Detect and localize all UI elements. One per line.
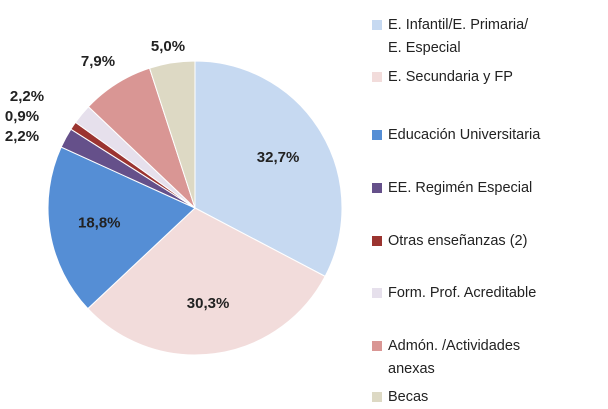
pie-slice [194,60,343,278]
legend-item: EE. Regimén Especial [372,177,532,200]
legend-label: Otras enseñanzas (2) [388,233,528,249]
legend-item: Admón. /Actividades anexas [372,335,520,381]
legend-label: EE. Regimén Especial [388,180,533,196]
data-label: 2,2% [10,88,44,105]
legend-item: Form. Prof. Acreditable [372,282,536,305]
pie-slice [87,207,326,356]
data-label: 32,7% [257,149,300,166]
data-label: 5,0% [151,38,185,55]
data-label: 30,3% [187,295,230,312]
legend-label: Admón. /Actividades anexas [388,338,521,377]
legend-swatch [372,183,382,193]
legend-swatch [372,392,382,402]
pie-slice [148,60,196,209]
legend-label: Educación Universitaria [388,127,541,143]
legend-item: Becas [372,386,428,409]
legend-item: Otras enseñanzas (2) [372,230,527,253]
legend-label: E. Infantil/E. Primaria/ E. Especial [388,17,529,56]
data-label: 7,9% [81,53,115,70]
chart: 32,7% 30,3% 18,8% 2,2% 0,9% 2,2% 7,9% 5,0% [5,38,343,356]
legend-label: E. Secundaria y FP [388,69,513,85]
legend-item: E. Infantil/E. Primaria/ E. Especial [372,14,528,60]
data-label: 18,8% [78,215,121,232]
legend-item: Educación Universitaria [372,124,540,147]
data-label: 0,9% [5,108,39,125]
pie-slice [47,146,196,310]
legend-swatch [372,341,382,351]
legend-label: Becas [388,389,429,405]
legend-swatch [372,72,382,82]
legend-swatch [372,288,382,298]
legend-swatch [372,236,382,246]
legend-item: E. Secundaria y FP [372,66,513,89]
legend-swatch [372,130,382,140]
legend-label: Form. Prof. Acreditable [388,285,537,301]
legend-swatch [372,20,382,30]
data-label: 2,2% [5,128,39,145]
